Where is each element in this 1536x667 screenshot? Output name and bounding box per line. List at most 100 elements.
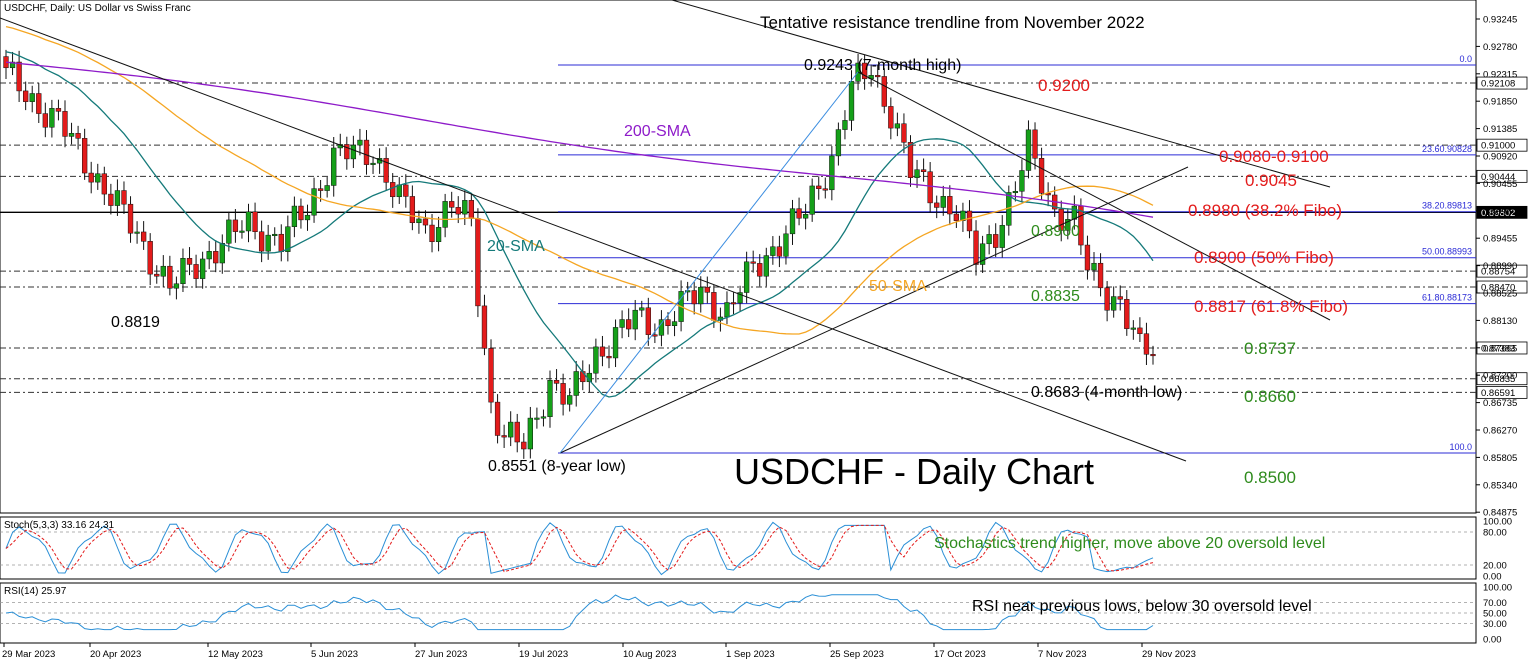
candle-body bbox=[934, 202, 940, 208]
low-8y-label: 0.8551 (8-year low) bbox=[488, 458, 626, 475]
candle-body bbox=[422, 218, 429, 226]
candle-body bbox=[1117, 296, 1123, 300]
candle-body bbox=[173, 283, 180, 289]
candle-body bbox=[304, 214, 311, 221]
candle-body bbox=[291, 205, 298, 227]
price-tick-label: 0.85805 bbox=[1483, 453, 1517, 464]
candle-body bbox=[167, 265, 173, 289]
price-tag-label: 0.92108 bbox=[1481, 79, 1515, 90]
price-tick-label: 0.88990 bbox=[1483, 261, 1517, 272]
support-0-8500: 0.8500 bbox=[1244, 468, 1296, 487]
high-label: 0.9243 (7-month high) bbox=[804, 57, 961, 74]
chart-title: USDCHF - Daily Chart bbox=[734, 451, 1094, 492]
fib-anchor-line bbox=[559, 71, 859, 454]
stoch-k-line bbox=[5, 521, 1154, 576]
candle-body bbox=[1091, 262, 1097, 271]
support-0-8835: 0.8835 bbox=[1031, 288, 1080, 305]
candle-body bbox=[488, 348, 494, 403]
candle-body bbox=[973, 230, 979, 265]
price-pane bbox=[0, 0, 1477, 514]
oscillators: 100.0080.0020.000.00100.0070.0050.0030.0… bbox=[0, 517, 1512, 646]
resistance-0-9080: 0.9080-0.9100 bbox=[1219, 147, 1329, 166]
candle-body bbox=[986, 234, 992, 245]
candle-body bbox=[567, 395, 573, 405]
stoch-note: Stochastics trend higher, move above 20 … bbox=[934, 535, 1325, 552]
price-tag-box bbox=[1476, 385, 1528, 399]
price-tick-label: 0.91385 bbox=[1483, 124, 1517, 135]
candle-body bbox=[501, 435, 507, 438]
candle-body bbox=[750, 261, 756, 264]
moving-averages bbox=[5, 25, 1154, 398]
candle-body bbox=[763, 255, 769, 277]
candle-body bbox=[239, 230, 245, 233]
candle-body bbox=[1065, 219, 1071, 231]
candle-body bbox=[1111, 296, 1117, 311]
candle-body bbox=[730, 302, 737, 305]
candle-body bbox=[193, 264, 199, 279]
stoch-pane bbox=[0, 516, 1477, 580]
candle-body bbox=[36, 93, 42, 114]
candle-body bbox=[475, 218, 481, 307]
candle-body bbox=[848, 81, 855, 121]
candle-body bbox=[226, 219, 232, 244]
rsi-tick-label: 30.00 bbox=[1483, 619, 1507, 630]
price-axis: 0.93245 0.92780 0.92315 0.91850 0.91385 0.909… bbox=[1476, 15, 1517, 519]
candle-body bbox=[658, 319, 665, 336]
candle-body bbox=[1071, 205, 1077, 220]
price-tick-label: 0.87665 bbox=[1483, 343, 1517, 354]
fib-level-label: 38.20.89813 bbox=[1422, 201, 1472, 211]
price-tag-box bbox=[1476, 264, 1528, 278]
candle-body bbox=[724, 302, 730, 318]
candle-body bbox=[1143, 333, 1150, 355]
candle-body bbox=[206, 251, 212, 260]
candle-body bbox=[914, 169, 920, 178]
candle-body bbox=[901, 123, 907, 143]
channel-upper-line bbox=[857, 71, 1331, 321]
fib-level-label: 50.00.88993 bbox=[1422, 247, 1472, 257]
candle-body bbox=[462, 200, 468, 215]
candle-body bbox=[160, 265, 166, 277]
candle-body bbox=[370, 162, 376, 165]
candle-body bbox=[180, 258, 186, 285]
candle-body bbox=[9, 61, 16, 69]
candle-body bbox=[789, 208, 796, 235]
candle-body bbox=[62, 111, 68, 137]
candle-body bbox=[350, 144, 357, 160]
candle-body bbox=[829, 155, 835, 191]
candle-body bbox=[979, 243, 986, 265]
candle-body bbox=[632, 309, 638, 330]
price-tick-label: 0.93245 bbox=[1483, 15, 1517, 26]
candle-body bbox=[639, 307, 645, 311]
candle-body bbox=[875, 75, 881, 78]
candle-body bbox=[449, 201, 455, 208]
candle-body bbox=[547, 380, 553, 417]
candle-body bbox=[737, 292, 743, 304]
candle-body bbox=[16, 61, 22, 92]
price-tick-label: 0.85340 bbox=[1483, 480, 1517, 491]
candle-body bbox=[743, 261, 750, 293]
resistance-0-8980: 0.8980 (38.2% Fibo) bbox=[1188, 201, 1342, 220]
time-label: 29 Nov 2023 bbox=[1142, 649, 1196, 660]
candle-body bbox=[553, 380, 560, 384]
stoch-d-line bbox=[5, 524, 1154, 573]
rsi-note: RSI near previous lows, below 30 oversol… bbox=[972, 598, 1312, 615]
candle-body bbox=[1130, 327, 1136, 330]
time-axis: 29 Mar 2023 20 Apr 2023 12 May 2023 5 Jun 2… bbox=[2, 643, 1196, 660]
candle-body bbox=[429, 224, 435, 242]
candle-body bbox=[711, 292, 717, 321]
candle-body bbox=[468, 200, 475, 219]
downtrend-line-major bbox=[0, 17, 1187, 462]
candle-body bbox=[416, 218, 422, 224]
price-tags: 0.92108 0.91000 0.90444 0.89802 0.88754 0.884… bbox=[1476, 76, 1528, 399]
candle-body bbox=[1137, 327, 1143, 334]
candle-body bbox=[311, 188, 317, 216]
candle-body bbox=[619, 319, 625, 328]
candle-body bbox=[481, 305, 488, 349]
price-tag-box bbox=[1476, 76, 1528, 90]
candle-body bbox=[199, 258, 206, 279]
price-tag-label: 0.88754 bbox=[1481, 267, 1515, 278]
candle-body bbox=[42, 113, 48, 128]
candle-body bbox=[127, 203, 134, 234]
candle-body bbox=[1032, 129, 1038, 159]
